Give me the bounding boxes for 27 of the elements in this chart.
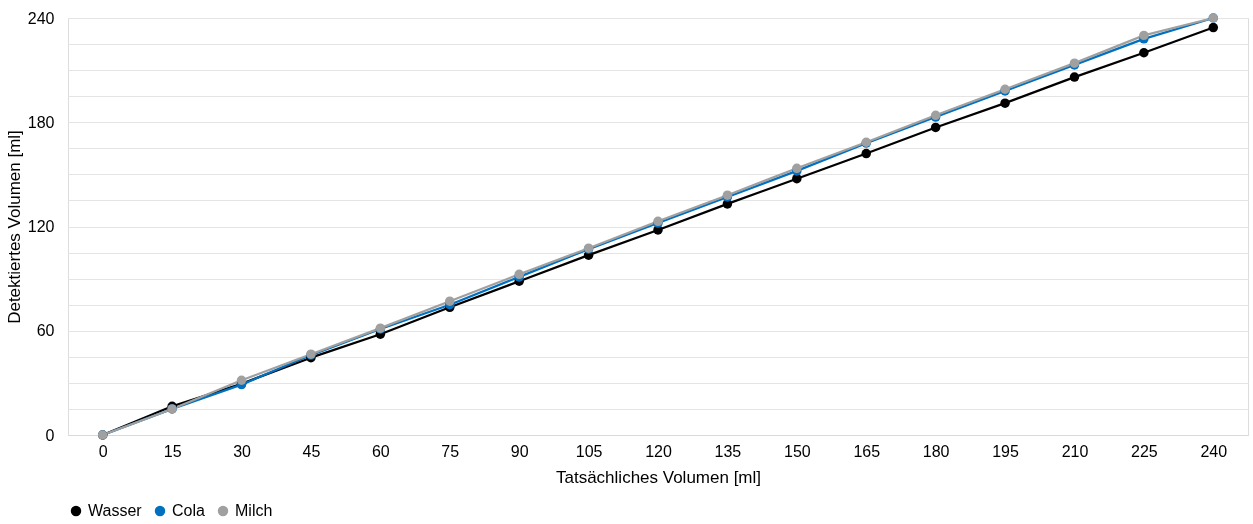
x-tick-label: 90 — [510, 442, 529, 460]
x-tick-label: 15 — [163, 442, 182, 460]
x-tick-label: 30 — [233, 442, 252, 460]
x-tick-label: 195 — [992, 442, 1019, 460]
x-tick-label: 225 — [1131, 442, 1158, 460]
x-tick-label: 210 — [1061, 442, 1089, 460]
y-tick-label: 120 — [27, 218, 55, 235]
x-tick-label: 150 — [783, 442, 811, 460]
legend-label: Cola — [172, 502, 206, 519]
x-tick-label: 165 — [853, 442, 881, 460]
x-tick-label: 75 — [441, 442, 460, 460]
y-tick-label: 180 — [27, 113, 55, 131]
x-tick-label: 60 — [371, 442, 390, 460]
y-tick-label: 240 — [27, 9, 55, 27]
y-axis-title: Detektiertes Volumen [ml] — [4, 130, 24, 324]
x-tick-label: 180 — [922, 442, 950, 460]
x-axis-title: Tatsächliches Volumen [ml] — [555, 467, 762, 487]
y-tick-label: 0 — [45, 426, 55, 444]
legend-label: Milch — [235, 502, 273, 519]
x-tick-label: 105 — [575, 442, 603, 460]
legend-label: Wasser — [88, 502, 143, 519]
x-tick-label: 240 — [1200, 442, 1228, 460]
x-tick-label: 45 — [302, 442, 321, 460]
y-tick-label: 60 — [36, 322, 55, 340]
x-tick-label: 120 — [645, 442, 672, 460]
x-tick-label: 135 — [714, 442, 742, 460]
x-tick-label: 0 — [98, 442, 108, 460]
